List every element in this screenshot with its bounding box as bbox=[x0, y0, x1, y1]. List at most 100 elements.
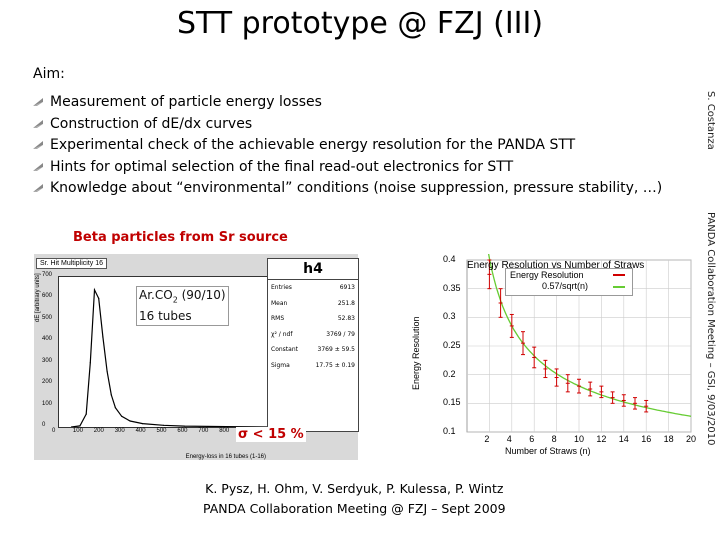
stats-box: h4 Entries 6913 Mean 251.8 RMS 52.83 χ² / n… bbox=[267, 258, 359, 432]
bullet-item: Knowledge about “environmental” conditio… bbox=[32, 178, 662, 200]
resolution-ytick-label: 0.4 bbox=[443, 254, 456, 264]
resolution-xlabel: Number of Straws (n) bbox=[505, 446, 591, 456]
histogram-bin bbox=[129, 420, 131, 422]
bullet-marker-icon bbox=[33, 119, 43, 128]
histogram-bin bbox=[79, 425, 81, 427]
legend-marker-green bbox=[613, 286, 625, 288]
resolution-ylabel: Energy Resolution bbox=[411, 316, 421, 390]
data-point bbox=[532, 346, 537, 369]
resolution-xtick-label: 12 bbox=[596, 434, 607, 444]
histogram-bin bbox=[142, 423, 144, 425]
aim-label: Aim: bbox=[33, 66, 65, 82]
histogram-xtick-label: 500 bbox=[156, 428, 167, 434]
data-point bbox=[599, 385, 604, 399]
legend-marker-red bbox=[613, 274, 625, 276]
histogram-ytick-label: 200 bbox=[42, 379, 53, 386]
stats-row: χ² / ndf 3769 / 79 bbox=[271, 330, 355, 338]
data-point bbox=[554, 368, 559, 387]
data-point bbox=[498, 288, 503, 318]
bullet-marker-icon bbox=[33, 141, 43, 149]
histogram-name: h4 bbox=[268, 259, 358, 280]
footer-authors: K. Pysz, H. Ohm, V. Serdyuk, P. Kulessa,… bbox=[205, 481, 504, 496]
bullet-item: Measurement of particle energy losses bbox=[32, 92, 662, 114]
sigma-annotation: σ < 15 % bbox=[236, 427, 306, 442]
resolution-ytick-label: 0.25 bbox=[443, 340, 461, 350]
legend-entry: 0.57/sqrt(n) bbox=[542, 281, 589, 291]
resolution-xtick-label: 18 bbox=[663, 434, 674, 444]
histogram-bin bbox=[225, 426, 227, 428]
resolution-xtick-label: 2 bbox=[484, 434, 490, 444]
stats-row: Constant 3769 ± 59.5 bbox=[271, 346, 355, 353]
data-point bbox=[509, 313, 514, 338]
resolution-ytick-label: 0.15 bbox=[443, 397, 461, 408]
histogram-xlabel: Energy-loss in 16 tubes (1-16) bbox=[185, 454, 266, 460]
slide-title: STT prototype @ FZJ (III) bbox=[176, 6, 544, 41]
resolution-ytick-label: 0.3 bbox=[443, 311, 456, 322]
histogram-ytick-label: 300 bbox=[42, 357, 53, 364]
histogram-bin bbox=[114, 407, 116, 409]
stats-row: Sigma 17.75 ± 0.19 bbox=[271, 361, 355, 369]
subtitle-beta: Beta particles from Sr source bbox=[73, 230, 288, 245]
data-point bbox=[610, 391, 615, 404]
histogram-bin bbox=[98, 297, 100, 299]
histogram-ylabel: dE [arbitrary units] bbox=[35, 273, 41, 322]
histogram-xtick-label: 400 bbox=[135, 428, 146, 434]
bullet-item: Construction of dE/dx curves bbox=[32, 114, 662, 136]
histogram-ytick-label: 700 bbox=[42, 272, 53, 278]
histogram-ytick-label: 0 bbox=[42, 422, 46, 428]
resolution-xtick-label: 8 bbox=[551, 434, 557, 444]
data-point bbox=[621, 394, 626, 407]
histogram-xtick-label: 700 bbox=[198, 428, 209, 434]
stats-row: Entries 6913 bbox=[271, 284, 355, 291]
footer-meeting: PANDA Collaboration Meeting @ FZJ – Sept… bbox=[203, 501, 506, 516]
resolution-xtick-label: 20 bbox=[686, 434, 697, 444]
data-point bbox=[577, 378, 581, 394]
histogram-bin bbox=[106, 370, 108, 372]
resolution-ytick-label: 0.1 bbox=[443, 426, 456, 436]
resolution-ytick-label: 0.35 bbox=[443, 282, 461, 293]
resolution-xtick-label: 4 bbox=[506, 434, 512, 444]
bullet-item: Experimental check of the achievable ene… bbox=[32, 135, 662, 157]
histogram-ytick-label: 600 bbox=[42, 293, 53, 300]
data-point bbox=[543, 359, 548, 379]
histogram-xtick-label: 300 bbox=[114, 428, 125, 434]
bullet-marker-icon bbox=[33, 162, 43, 171]
histogram-bin bbox=[93, 289, 96, 291]
bullet-marker-icon bbox=[33, 184, 43, 192]
data-point bbox=[487, 259, 492, 290]
resolution-legend: Energy Resolution 0.57/sqrt(n) bbox=[505, 268, 633, 296]
data-point bbox=[644, 399, 649, 413]
resolution-title: Energy Resolution vs Number of Straws bbox=[467, 260, 645, 271]
histogram-svg bbox=[70, 287, 269, 428]
data-point bbox=[521, 331, 525, 356]
bullet-item: Hints for optimal selection of the final… bbox=[32, 157, 662, 179]
legend-entry: Energy Resolution bbox=[510, 270, 584, 280]
side-meeting: PANDA Collaboration Meeting – GSI, 9/03/… bbox=[705, 212, 716, 446]
data-point bbox=[565, 374, 570, 393]
resolution-chart: Energy Resolution vs Number of Straws Nu… bbox=[405, 230, 701, 460]
gas-annotation: Ar.CO2 (90/10) 16 tubes bbox=[136, 286, 229, 327]
histogram-xtick-label: 600 bbox=[177, 428, 188, 434]
bullet-marker-icon bbox=[33, 98, 43, 106]
histogram-bin bbox=[162, 424, 165, 426]
resolution-xtick-label: 16 bbox=[641, 434, 652, 444]
data-point bbox=[633, 397, 637, 410]
histogram-ytick-label: 100 bbox=[42, 400, 53, 407]
histogram-xtick-label: 100 bbox=[72, 428, 83, 434]
histogram-bin bbox=[85, 413, 87, 415]
bullet-list: Measurement of particle energy losses Co… bbox=[32, 92, 662, 200]
data-point bbox=[588, 381, 593, 397]
resolution-ytick-label: 0.2 bbox=[443, 368, 456, 379]
footer: K. Pysz, H. Ohm, V. Serdyuk, P. Kulessa,… bbox=[203, 479, 506, 519]
resolution-xtick-label: 14 bbox=[618, 434, 629, 444]
histogram-bin bbox=[121, 415, 123, 417]
histogram-ytick-label: 400 bbox=[42, 336, 53, 343]
histogram-xtick-label: 200 bbox=[93, 428, 104, 434]
fit-curve bbox=[484, 230, 692, 417]
histogram-bin bbox=[183, 425, 185, 427]
histogram-xtick-label: 800 bbox=[219, 428, 230, 434]
stats-row: RMS 52.83 bbox=[271, 315, 355, 322]
histogram-ytick-label: 500 bbox=[42, 314, 53, 321]
histogram-bin bbox=[102, 336, 104, 338]
histogram-bin bbox=[110, 394, 112, 396]
